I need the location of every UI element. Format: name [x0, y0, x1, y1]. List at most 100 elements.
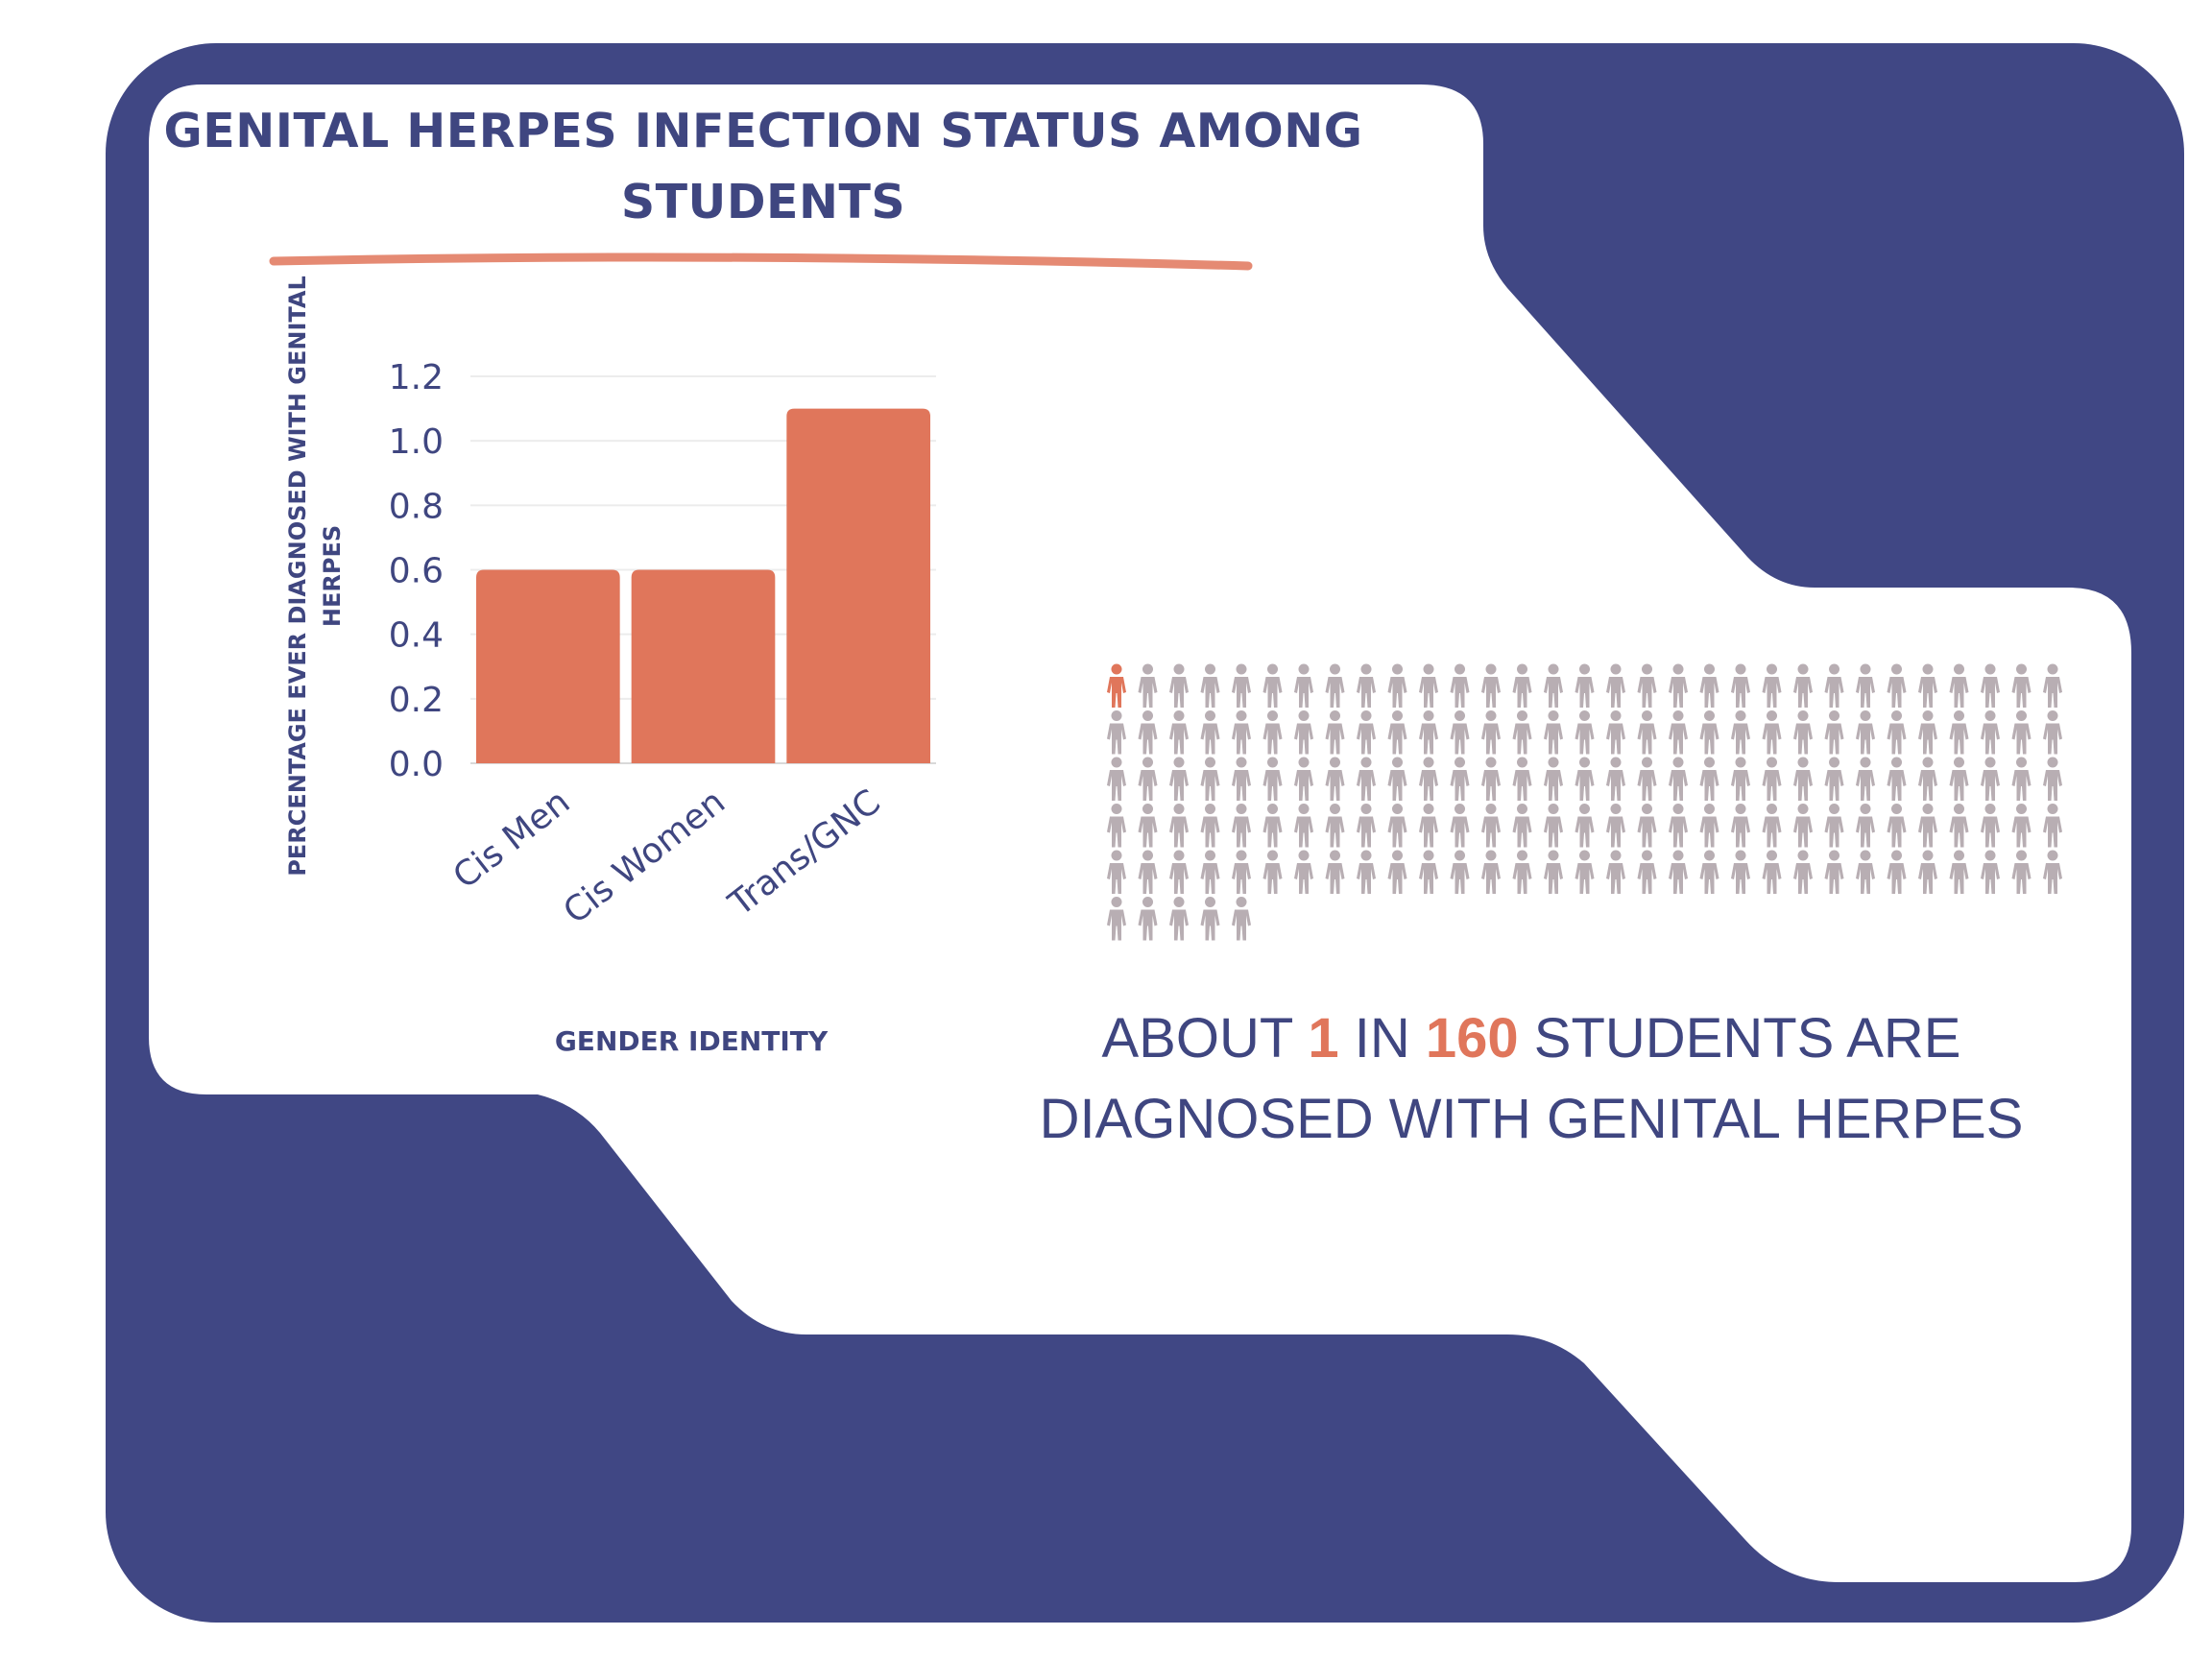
person-icon — [1232, 710, 1251, 755]
person-icon — [1699, 710, 1719, 755]
person-icon — [1637, 710, 1657, 755]
person-icon — [1856, 757, 1875, 801]
bar — [631, 569, 776, 763]
person-icon — [1450, 804, 1470, 848]
headline-part-2: IN — [1338, 1007, 1426, 1070]
person-icon — [1949, 710, 1969, 755]
person-icon — [1981, 804, 2000, 848]
person-icon — [1107, 757, 1126, 801]
person-icon — [1606, 804, 1625, 848]
person-icon — [1232, 897, 1251, 941]
person-icon — [1918, 710, 1937, 755]
headline: ABOUT 1 IN 160 STUDENTS ARE DIAGNOSED WI… — [989, 998, 2074, 1160]
person-icon — [1481, 850, 1501, 894]
person-icon — [1669, 757, 1688, 801]
person-icon — [1138, 663, 1158, 708]
bar — [786, 408, 930, 763]
headline-part-3: STUDENTS ARE DIAGNOSED WITH GENITAL HERP… — [1039, 1007, 2024, 1150]
person-icon — [1762, 663, 1782, 708]
person-icon — [1325, 663, 1345, 708]
person-icon — [1294, 850, 1313, 894]
person-icon — [1512, 663, 1532, 708]
person-icon — [1762, 710, 1782, 755]
y-tick-label: 1.2 — [389, 358, 444, 397]
person-icon — [1669, 850, 1688, 894]
person-icon — [1699, 804, 1719, 848]
person-icon — [2011, 804, 2032, 848]
person-icon — [1824, 757, 1844, 801]
person-icon — [1262, 663, 1283, 708]
person-icon — [1606, 850, 1625, 894]
person-icon — [1138, 850, 1158, 894]
headline-highlight-total: 160 — [1425, 1007, 1519, 1070]
person-icon — [1981, 850, 2000, 894]
person-icon — [1450, 850, 1470, 894]
person-icon — [1856, 663, 1875, 708]
person-icon — [1699, 663, 1719, 708]
person-icon — [1887, 804, 1907, 848]
y-tick-label: 1.0 — [389, 422, 444, 462]
person-icon — [1481, 757, 1501, 801]
person-icon — [1544, 804, 1563, 848]
person-icon — [1262, 804, 1283, 848]
person-icon — [1918, 850, 1937, 894]
person-icon — [1294, 757, 1313, 801]
person-icon — [1450, 663, 1470, 708]
person-icon — [1669, 663, 1688, 708]
person-icon — [1262, 710, 1283, 755]
person-icon — [1107, 710, 1126, 755]
person-icon — [1138, 757, 1158, 801]
person-icon — [1824, 663, 1844, 708]
person-icon — [1200, 663, 1220, 708]
page-title: GENITAL HERPES INFECTION STATUS AMONG ST… — [163, 104, 1363, 229]
person-icon — [1887, 663, 1907, 708]
y-tick-label: 0.2 — [389, 681, 444, 720]
person-icon — [1793, 850, 1813, 894]
person-icon — [1949, 663, 1969, 708]
person-icon — [1793, 757, 1813, 801]
person-icon — [1981, 710, 2000, 755]
title-underline — [269, 252, 1253, 271]
person-icon — [1325, 804, 1345, 848]
person-icon — [1918, 757, 1937, 801]
person-icon — [1325, 710, 1345, 755]
person-icon — [1575, 663, 1595, 708]
person-icon — [1512, 804, 1532, 848]
person-icon — [2011, 850, 2032, 894]
person-icon — [1544, 710, 1563, 755]
person-icon — [1637, 850, 1657, 894]
person-icon — [1856, 710, 1875, 755]
person-icon — [1731, 663, 1750, 708]
person-icon — [1887, 710, 1907, 755]
person-icon — [1387, 850, 1407, 894]
person-icon — [1419, 757, 1438, 801]
person-icon — [1762, 757, 1782, 801]
person-icon — [1606, 710, 1625, 755]
person-icon — [1481, 710, 1501, 755]
person-icon — [1357, 710, 1376, 755]
person-icon-highlighted — [1107, 663, 1126, 708]
person-icon — [2011, 710, 2032, 755]
pictograph — [1107, 663, 2062, 941]
y-tick-label: 0.4 — [389, 616, 444, 656]
person-icon — [1575, 850, 1595, 894]
person-icon — [1294, 804, 1313, 848]
person-icon — [1325, 850, 1345, 894]
person-icon — [1512, 710, 1532, 755]
person-icon — [2043, 850, 2062, 894]
person-icon — [1200, 804, 1220, 848]
person-icon — [1824, 804, 1844, 848]
person-icon — [1856, 804, 1875, 848]
person-icon — [2043, 710, 2062, 755]
person-icon — [2011, 663, 2032, 708]
person-icon — [1887, 757, 1907, 801]
person-icon — [1731, 850, 1750, 894]
person-icon — [1169, 897, 1189, 941]
person-icon — [1138, 897, 1158, 941]
person-icon — [1699, 850, 1719, 894]
person-icon — [1107, 897, 1126, 941]
person-icon — [1637, 663, 1657, 708]
person-icon — [1169, 710, 1189, 755]
person-icon — [1232, 757, 1251, 801]
person-icon — [2011, 757, 2032, 801]
